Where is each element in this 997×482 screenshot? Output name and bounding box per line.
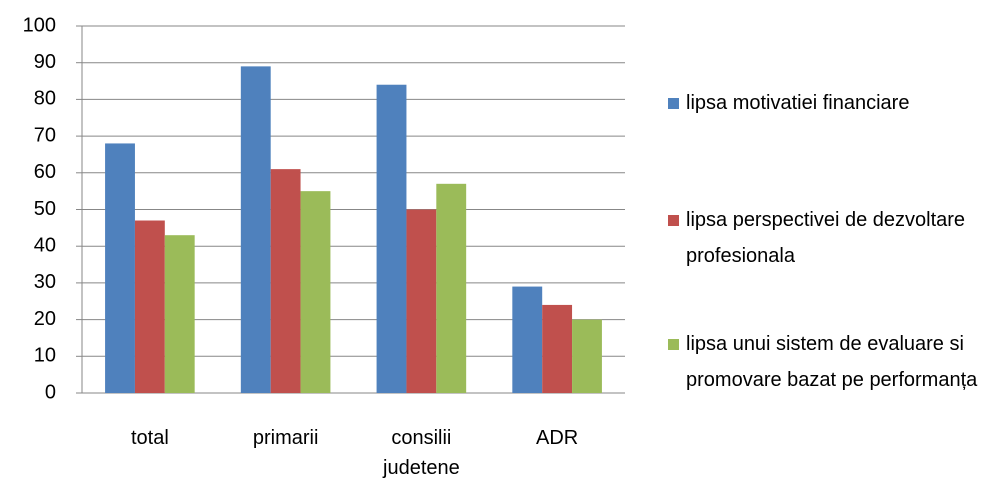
legend-item: lipsa perspectivei de dezvoltare profesi… bbox=[668, 202, 990, 274]
bar bbox=[572, 319, 602, 393]
legend-label: lipsa motivatiei financiare bbox=[686, 92, 910, 114]
bar bbox=[134, 220, 165, 393]
y-tick-label: 60 bbox=[34, 161, 56, 183]
legend-item: lipsa unui sistem de evaluare si promova… bbox=[668, 326, 990, 398]
x-tick-label: total bbox=[130, 427, 169, 449]
legend-item: lipsa motivatiei financiare bbox=[668, 85, 990, 121]
y-tick-label: 70 bbox=[34, 124, 56, 146]
bar bbox=[376, 84, 407, 393]
bar bbox=[164, 235, 195, 393]
y-tick-label: 100 bbox=[23, 14, 56, 36]
bar bbox=[406, 209, 437, 393]
bar bbox=[270, 169, 301, 393]
y-tick-label: 50 bbox=[34, 198, 56, 220]
legend-label: lipsa unui sistem de evaluare si promova… bbox=[686, 333, 978, 391]
x-tick-label: primarii bbox=[252, 427, 319, 449]
y-tick-label: 20 bbox=[34, 308, 56, 330]
bar bbox=[436, 183, 467, 393]
y-tick-label: 10 bbox=[34, 345, 56, 367]
legend-swatch bbox=[668, 215, 679, 226]
y-tick-label: 80 bbox=[34, 88, 56, 110]
x-tick-label: ADR bbox=[536, 427, 579, 449]
bar bbox=[105, 143, 135, 393]
y-tick-label: 90 bbox=[34, 51, 56, 73]
legend-label: lipsa perspectivei de dezvoltare profesi… bbox=[686, 209, 966, 267]
bar bbox=[542, 304, 573, 393]
legend-swatch bbox=[668, 339, 679, 350]
bar bbox=[300, 191, 331, 393]
x-tick-label: consilii judetene bbox=[383, 427, 460, 479]
bar bbox=[240, 66, 271, 394]
legend-swatch bbox=[668, 98, 679, 109]
y-tick-label: 30 bbox=[34, 271, 56, 293]
y-tick-label: 0 bbox=[45, 381, 56, 403]
y-tick-label: 40 bbox=[34, 234, 56, 256]
bar bbox=[512, 286, 543, 393]
